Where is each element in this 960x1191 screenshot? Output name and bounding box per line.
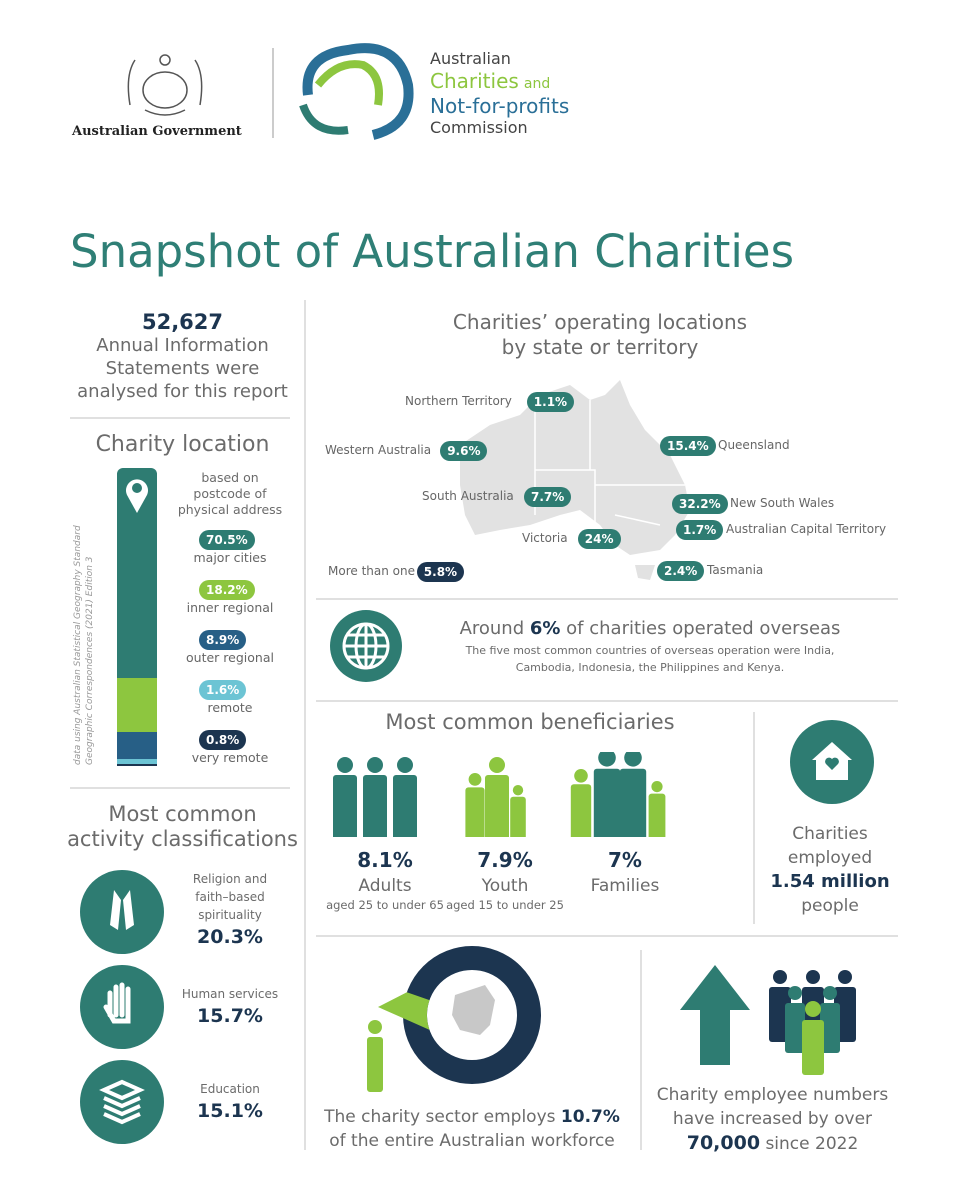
state-name: South Australia: [422, 489, 514, 503]
state-pct-pill: 9.6%: [440, 441, 488, 461]
divider: [316, 700, 898, 702]
divider: [70, 787, 290, 789]
globe-icon: [342, 622, 390, 670]
people-icon: [570, 749, 666, 842]
state-name: More than one: [328, 564, 415, 578]
location-pct-pill: 1.6%: [199, 680, 247, 700]
activity-item: Education 15.1%: [197, 1082, 263, 1122]
person-icon: [367, 1020, 383, 1092]
globe-icon-circle: [330, 610, 402, 682]
workforce-text: The charity sector employs 10.7% of the …: [324, 1107, 620, 1151]
location-bar-segment: [117, 763, 157, 766]
location-pct-pill: 18.2%: [199, 580, 255, 600]
divider: [304, 300, 306, 1150]
location-bar-segment: [117, 758, 157, 764]
location-bar-segment: [117, 678, 157, 733]
state-name: Australian Capital Territory: [726, 522, 887, 536]
location-title: Charity location: [95, 432, 270, 457]
divider: [70, 417, 290, 419]
location-pct-pill: 70.5%: [199, 530, 255, 550]
coat-of-arms-icon: [127, 54, 203, 116]
state-name: Northern Territory: [405, 394, 512, 408]
beneficiary-icon: [565, 749, 685, 842]
location-pct-pill: 0.8%: [199, 730, 247, 750]
ais-count-block: 52,627 Annual Information Statements wer…: [77, 310, 288, 402]
books-icon-circle: [80, 1060, 164, 1144]
beneficiary-item: 7.9% Youth aged 15 to under 25: [446, 848, 564, 912]
praying-hands-icon-circle: [80, 870, 164, 954]
activity-title: Most common activity classifications: [67, 802, 298, 851]
divider: [316, 935, 898, 937]
page-title: Snapshot of Australian Charities: [70, 225, 795, 278]
location-label: major cities: [193, 550, 267, 565]
activity-item: Religion and faith–based spirituality 20.3%: [192, 872, 268, 948]
workforce-share-wedge: [378, 992, 430, 1030]
house-heart-icon: [812, 742, 852, 780]
state-name: Western Australia: [325, 443, 432, 457]
australian-government-logo: Australian Government: [70, 45, 260, 145]
location-note: based on postcode of physical address: [177, 470, 283, 517]
state-name: Queensland: [718, 438, 790, 452]
state-name: New South Wales: [730, 496, 835, 510]
arrow-up-icon: [680, 965, 750, 1065]
beneficiary-item: 8.1% Adults aged 25 to under 65: [326, 848, 444, 912]
location-label: inner regional: [186, 600, 274, 615]
states-title: Charities’ operating locations by state o…: [452, 310, 748, 359]
location-pct-pill: 8.9%: [199, 630, 247, 650]
location-pin-icon: [126, 479, 148, 513]
acnc-name: Australian Charities and Not-for-profits…: [430, 49, 570, 137]
state-pct-pill: 1.7%: [676, 520, 724, 540]
state-pct-pill: 32.2%: [672, 494, 728, 514]
beneficiary-icon: [325, 752, 445, 841]
overseas-block: Around 6% of charities operated overseas…: [459, 618, 841, 674]
books-icon: [99, 1079, 145, 1125]
people-group-icon: [769, 970, 856, 1075]
australia-map-icon: [452, 985, 495, 1035]
praying-hands-icon: [110, 890, 134, 930]
beneficiary-icon: [445, 752, 565, 841]
beneficiaries-title: Most common beneficiaries: [385, 710, 675, 734]
growth-icon: [680, 965, 856, 1075]
state-pct-pill: 2.4%: [657, 561, 705, 581]
location-bar-segment: [117, 732, 157, 759]
state-pct-pill: 5.8%: [416, 562, 465, 582]
location-label: remote: [207, 700, 253, 715]
divider: [316, 598, 898, 600]
state-pct-pill: 15.4%: [660, 436, 716, 456]
divider: [753, 712, 755, 924]
helping-hand-icon-circle: [80, 965, 164, 1049]
acnc-ribbon-logo: [299, 43, 414, 140]
state-pct-pill: 1.1%: [526, 392, 575, 412]
location-label: very remote: [191, 750, 269, 765]
employed-block: Charities employed 1.54 million people: [770, 824, 890, 916]
state-pct-pill: 24%: [577, 529, 621, 549]
helping-hand-icon: [103, 982, 131, 1024]
gov-name: Australian Government: [72, 124, 242, 139]
divider: [272, 48, 274, 138]
people-icon: [465, 757, 526, 841]
workforce-donut: [367, 946, 541, 1092]
state-pct-pill: 7.7%: [524, 487, 572, 507]
state-name: Tasmania: [707, 563, 764, 577]
source-note: data using Australian Statistical Geogra…: [73, 525, 95, 765]
people-icon: [333, 757, 417, 841]
beneficiary-item: 7% Families: [590, 848, 660, 896]
state-name: Victoria: [522, 531, 568, 545]
divider: [640, 950, 642, 1150]
house-heart-icon-circle: [790, 720, 874, 804]
location-label: outer regional: [186, 650, 274, 665]
growth-text: Charity employee numbers have increased …: [656, 1085, 889, 1154]
activity-item: Human services 15.7%: [181, 987, 279, 1027]
